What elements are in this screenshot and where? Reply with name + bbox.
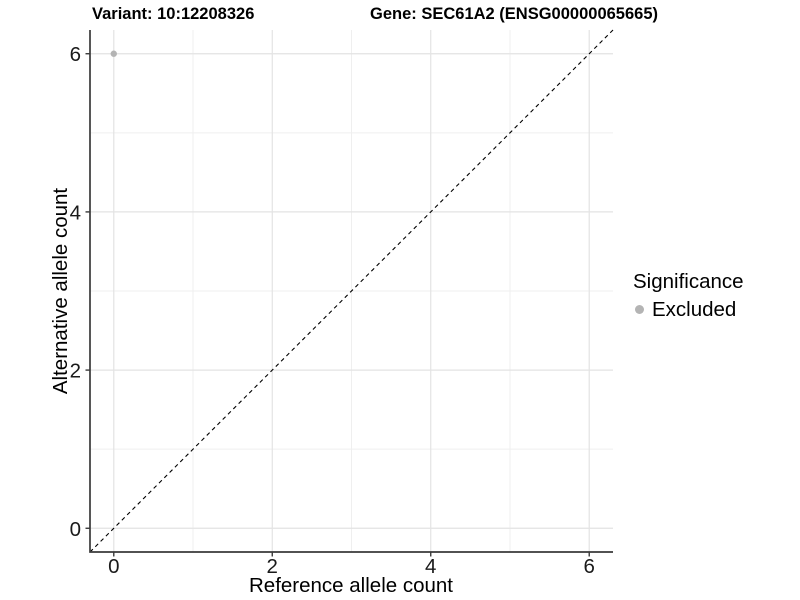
- legend-item-excluded: Excluded: [633, 298, 744, 322]
- y-tick-label: 4: [70, 201, 81, 224]
- identity-line: [89, 29, 614, 553]
- legend: Significance Excluded: [633, 271, 744, 322]
- y-tick-label: 2: [70, 360, 81, 383]
- y-tick-label: 0: [70, 518, 81, 541]
- data-point: [110, 50, 117, 57]
- plot-title-variant: Variant: 10:12208326: [92, 5, 255, 23]
- x-tick-label: 2: [267, 555, 278, 578]
- x-axis-title: Reference allele count: [249, 574, 453, 597]
- x-tick-label: 4: [425, 555, 436, 578]
- legend-swatch-excluded-icon: [635, 305, 644, 315]
- plot-title-gene: Gene: SEC61A2 (ENSG00000065665): [370, 5, 658, 23]
- legend-title: Significance: [633, 270, 744, 293]
- axis-lines: [89, 30, 613, 553]
- y-axis-title: Alternative allele count: [49, 187, 72, 395]
- x-tick-label: 0: [108, 555, 119, 578]
- y-tick-label: 6: [70, 43, 81, 66]
- legend-label-excluded: Excluded: [652, 297, 737, 321]
- x-tick-label: 6: [584, 555, 595, 578]
